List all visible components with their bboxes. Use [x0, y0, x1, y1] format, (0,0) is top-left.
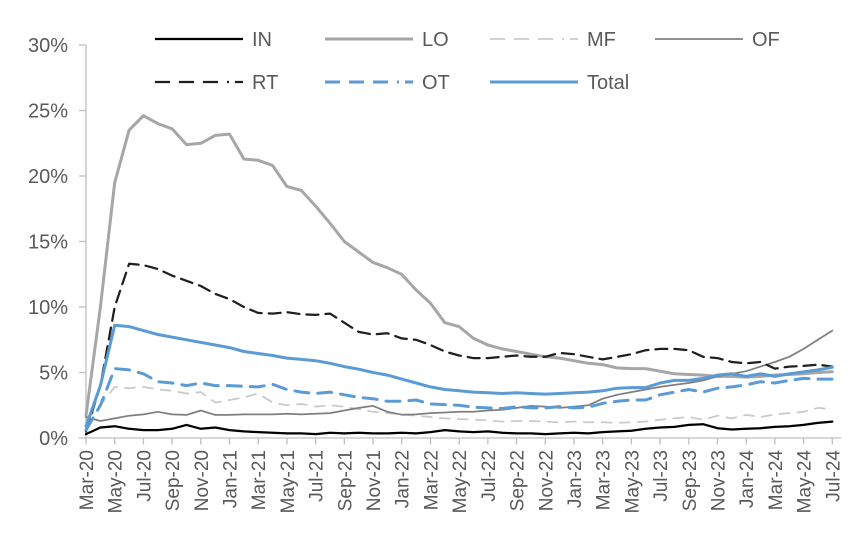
legend-item-in: IN [155, 29, 272, 51]
series-line-in [84, 420, 834, 436]
y-tick-label: 25% [28, 101, 68, 123]
x-tick-label: Nov-23 [708, 450, 729, 511]
series-line-total [84, 323, 834, 428]
x-tick-label: Mar-23 [594, 450, 615, 510]
x-tick-label: May-21 [278, 450, 299, 513]
x-tick-label: May-24 [795, 450, 816, 514]
legend-label-in: IN [252, 29, 272, 51]
x-tick-label: Jul-24 [823, 450, 844, 502]
series-line-lo [84, 114, 834, 418]
legend-item-lo: LO [325, 29, 449, 51]
y-tick-label: 0% [39, 428, 68, 450]
y-tick-label: 20% [28, 166, 68, 188]
x-tick-label: Mar-20 [77, 450, 98, 510]
legend-item-of: OF [655, 29, 780, 51]
x-tick-label: Mar-22 [421, 450, 442, 510]
legend-item-total: Total [490, 72, 629, 94]
x-tick-label: Jul-22 [479, 450, 500, 502]
y-tick-label: 10% [28, 297, 68, 319]
x-tick-label: Jan-21 [221, 450, 242, 508]
x-tick-label: Jan-24 [737, 450, 758, 509]
x-tick-label: Jul-20 [134, 450, 155, 502]
legend-label-total: Total [587, 72, 629, 94]
x-tick-label: May-23 [622, 450, 643, 513]
x-tick-label: May-20 [106, 450, 127, 513]
legend-label-lo: LO [422, 29, 449, 51]
x-tick-label: Nov-21 [364, 450, 385, 511]
legend-label-ot: OT [422, 72, 450, 94]
x-tick-label: May-22 [450, 450, 471, 513]
x-tick-label: Jan-23 [565, 450, 586, 508]
y-tick-label: 15% [28, 232, 68, 254]
y-tick-label: 30% [28, 35, 68, 57]
legend-label-rt: RT [252, 72, 278, 94]
series-line-of [85, 329, 834, 422]
series-line-ot [84, 367, 834, 432]
x-tick-label: Jan-22 [393, 450, 414, 508]
x-tick-label: Sep-22 [508, 450, 529, 511]
x-tick-label: Nov-20 [192, 450, 213, 511]
legend-item-rt: RT [155, 72, 278, 94]
x-tick-label: Mar-21 [249, 450, 270, 510]
x-tick-label: Sep-20 [163, 450, 184, 511]
x-tick-label: Mar-24 [766, 450, 787, 511]
y-tick-label: 5% [39, 363, 68, 385]
legend-item-ot: OT [325, 72, 450, 94]
x-tick-label: Nov-22 [536, 450, 557, 511]
legend-label-of: OF [752, 29, 780, 51]
x-tick-label: Sep-23 [680, 450, 701, 511]
x-tick-label: Jul-21 [307, 450, 328, 502]
legend-label-mf: MF [587, 29, 616, 51]
series-line-mf [85, 386, 834, 424]
legend-item-mf: MF [490, 29, 616, 51]
x-tick-label: Sep-21 [335, 450, 356, 511]
series-line-rt [84, 262, 834, 433]
x-tick-label: Jul-23 [651, 450, 672, 502]
